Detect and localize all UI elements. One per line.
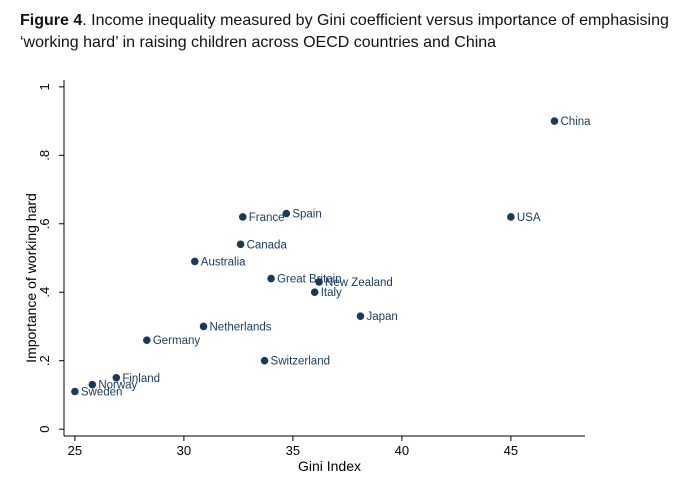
- point-sweden: [71, 387, 79, 396]
- point-label-norway: Norway: [98, 380, 137, 392]
- point-new-zealand: [315, 278, 323, 286]
- point-label-japan: Japan: [366, 311, 397, 323]
- y-tick-label: .4: [37, 287, 52, 298]
- point-china: [550, 117, 559, 125]
- y-tick-label: .6: [37, 218, 52, 229]
- point-italy: [310, 288, 319, 297]
- y-axis-title: Importance of working hard: [23, 193, 39, 363]
- point-label-france: France: [249, 212, 285, 224]
- point-label-canada: Canada: [247, 239, 288, 251]
- point-label-australia: Australia: [201, 256, 246, 268]
- figure-caption: Figure 4. Income inequality measured by …: [20, 10, 670, 54]
- point-label-china: China: [560, 116, 591, 128]
- point-australia: [190, 257, 199, 266]
- x-tick-label: 45: [504, 443, 518, 458]
- point-label-new-zealand: New Zealand: [325, 277, 393, 289]
- point-label-spain: Spain: [292, 209, 321, 221]
- x-tick-label: 35: [286, 443, 300, 458]
- point-label-italy: Italy: [321, 287, 342, 299]
- point-label-sweden: Sweden: [81, 387, 123, 399]
- y-tick-label: .2: [37, 355, 52, 366]
- x-tick-label: 25: [68, 443, 82, 458]
- point-label-switzerland: Switzerland: [271, 356, 330, 368]
- x-tick-label: 30: [177, 443, 191, 458]
- point-label-great-britain: Great Britain: [277, 274, 342, 286]
- point-usa: [507, 213, 515, 221]
- y-tick-label: .8: [37, 150, 52, 161]
- y-tick-label: 1: [37, 83, 52, 90]
- x-tick-label: 40: [395, 443, 409, 458]
- point-label-germany: Germany: [153, 335, 201, 347]
- point-germany: [143, 336, 151, 344]
- point-label-netherlands: Netherlands: [210, 321, 272, 333]
- caption-text: . Income inequality measured by Gini coe…: [20, 12, 669, 51]
- point-japan: [356, 312, 365, 320]
- axes: 25 30 35 40 45 0 .2 .4 .6 .8 1: [37, 80, 585, 458]
- point-norway: [88, 380, 97, 389]
- point-finland: [112, 374, 121, 382]
- point-switzerland: [260, 356, 269, 365]
- point-netherlands: [199, 322, 208, 331]
- figure-label: Figure 4: [20, 12, 83, 29]
- y-tick-label: 0: [37, 426, 52, 433]
- point-canada: [236, 240, 245, 249]
- point-great-britain: [267, 274, 275, 283]
- point-spain: [282, 209, 291, 218]
- x-axis-title: Gini Index: [298, 458, 361, 474]
- point-label-usa: USA: [517, 212, 541, 224]
- point-label-finland: Finland: [122, 373, 160, 385]
- point-france: [238, 213, 247, 221]
